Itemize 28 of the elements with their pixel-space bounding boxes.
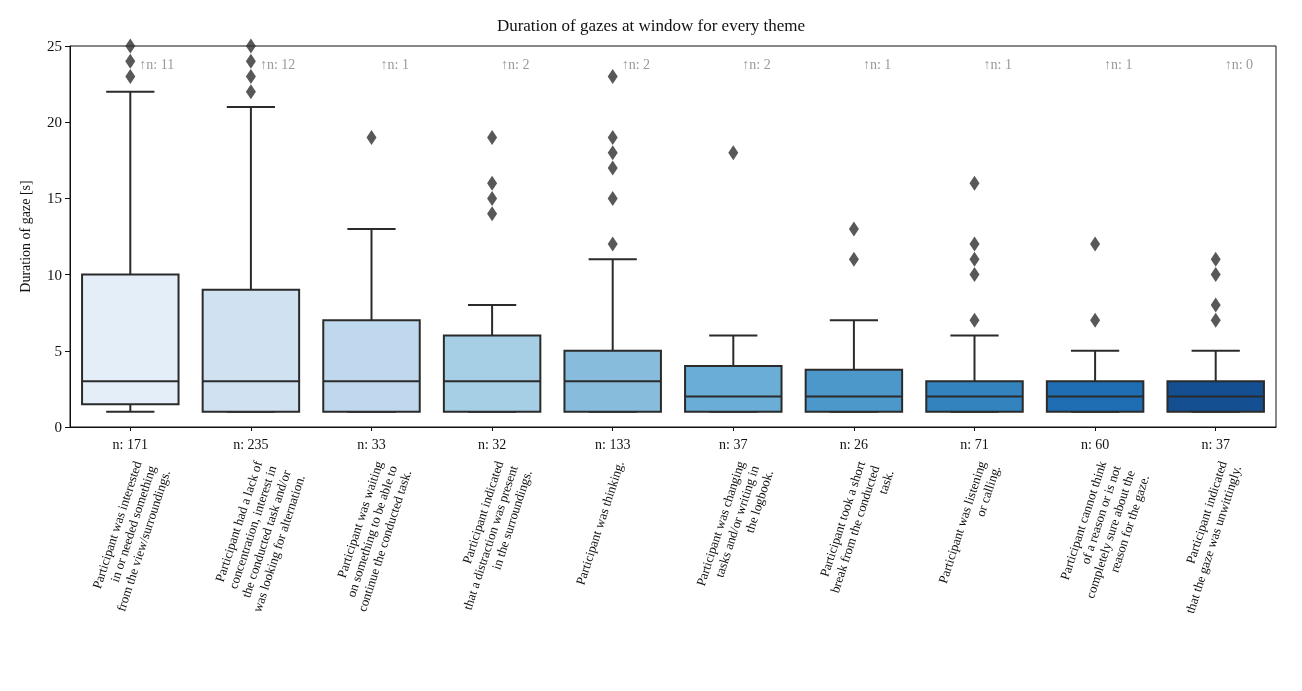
chart-title: Duration of gazes at window for every theme	[496, 16, 806, 35]
y-axis-title: Duration of gaze [s]	[17, 180, 33, 293]
y-tick-label: 0	[54, 419, 62, 435]
annotation: ↑n: 12	[259, 56, 296, 72]
text: n: 71	[960, 436, 989, 452]
text: n: 37	[719, 436, 748, 452]
text: n: 33	[357, 436, 386, 452]
text: n: 171	[112, 436, 148, 452]
annotation: ↑n: 1	[1104, 56, 1133, 72]
y-tick-label: 25	[47, 38, 62, 54]
y-tick-label: 20	[47, 114, 62, 131]
text: n: 37	[1201, 436, 1230, 452]
annotation: ↑n: 1	[862, 56, 892, 72]
annotation: ↑n: 2	[742, 56, 771, 72]
annotation: ↑n: 11	[139, 56, 175, 72]
text: n: 60	[1080, 436, 1110, 452]
annotation: ↑n: 1	[983, 56, 1012, 72]
text: n: 32	[477, 436, 507, 452]
y-tick-label: 5	[54, 342, 62, 359]
annotation: ↑n: 2	[501, 56, 530, 72]
text: n: 133	[595, 436, 631, 452]
y-tick-label: 15	[47, 190, 62, 207]
annotation: ↑n: 1	[380, 56, 409, 72]
text: n: 235	[233, 436, 269, 452]
annotation: ↑n: 2	[621, 56, 651, 72]
text: n: 26	[839, 436, 869, 452]
annotation: ↑n: 0	[1224, 56, 1254, 72]
y-tick-label: 10	[47, 266, 62, 283]
